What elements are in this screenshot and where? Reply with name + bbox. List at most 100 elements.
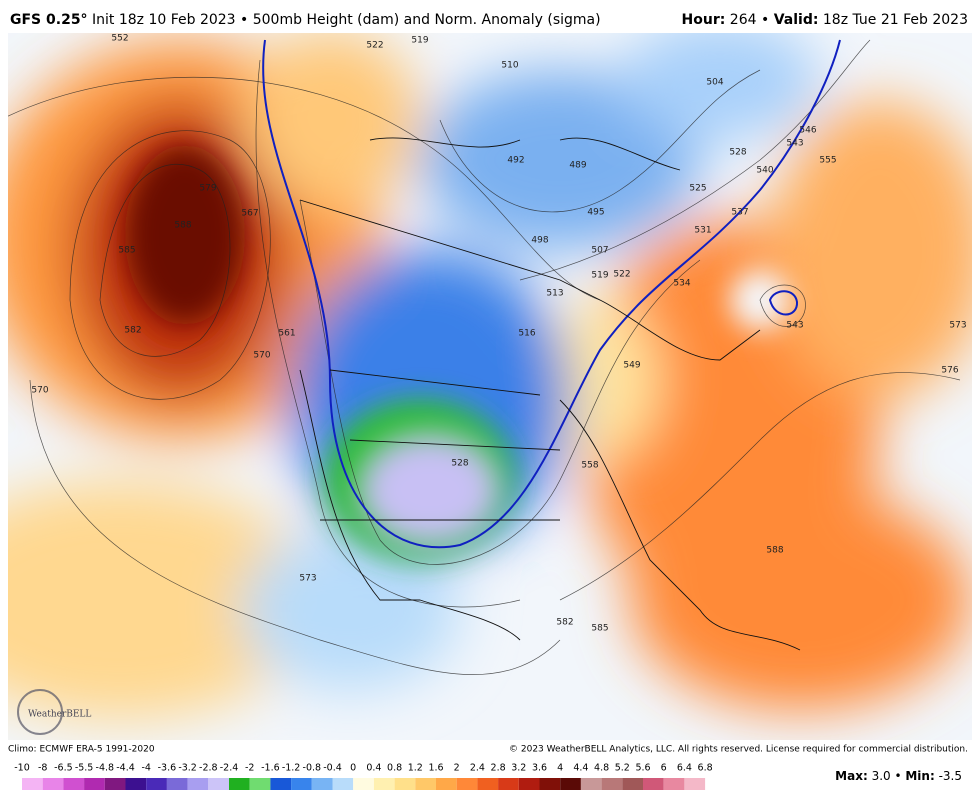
contour-label: 507 — [591, 246, 608, 256]
colorbar-label: 6 — [661, 763, 667, 774]
colorbar-segment — [125, 778, 147, 790]
map: 552 519 522 510 504 579 588 567 585 582 570 561 492 4… — [8, 33, 972, 740]
colorbar-label: -2.8 — [199, 763, 218, 774]
colorbar-label: 2.8 — [491, 763, 506, 774]
contour-label: 543 — [786, 321, 803, 331]
contour-label: 582 — [556, 618, 573, 628]
contour-label: 528 — [451, 459, 468, 469]
contour-label: 552 — [111, 34, 128, 44]
text-segment: GFS 0.25° — [10, 12, 88, 28]
logo: WeatherBELL — [17, 689, 91, 735]
contour-label: 519 — [411, 36, 428, 46]
text-segment: 3.0 • — [868, 769, 906, 783]
colorbar-segment — [560, 778, 581, 790]
contour-label: 561 — [278, 329, 295, 339]
colorbar-label: 6.4 — [677, 763, 692, 774]
contour-label: 510 — [501, 61, 518, 71]
colorbar-label: 3.6 — [532, 763, 547, 774]
contour-label: 498 — [531, 236, 548, 246]
climo-note: Climo: ECMWF ERA-5 1991-2020 — [8, 745, 155, 755]
text-segment: 18z Tue 21 Feb 2023 — [818, 12, 968, 28]
colorbar-label: 6.8 — [698, 763, 713, 774]
contour-label: 537 — [731, 208, 748, 218]
contour-label: 522 — [366, 41, 383, 51]
colorbar-segment — [436, 778, 457, 790]
contour-label: 567 — [241, 209, 258, 219]
header-left: GFS 0.25° Init 18z 10 Feb 2023 • 500mb H… — [10, 12, 601, 28]
contour-label: 504 — [706, 78, 723, 88]
contour-label: 516 — [518, 329, 535, 339]
colorbar-segment — [63, 778, 85, 790]
contour-label: 570 — [253, 351, 270, 361]
colorbar-label: 4 — [557, 763, 563, 774]
colorbar-segment — [22, 778, 43, 790]
colorbar-label: 3.2 — [511, 763, 526, 774]
colorbar-segment — [684, 778, 706, 790]
colorbar-segment — [208, 778, 229, 790]
colorbar-label: -1.6 — [261, 763, 280, 774]
text-segment: Valid: — [774, 12, 819, 28]
colorbar-segment — [394, 778, 416, 790]
colorbar-segment — [270, 778, 292, 790]
colorbar-label: 1.6 — [428, 763, 443, 774]
text-segment: 264 • — [725, 12, 773, 28]
colorbar-segment — [84, 778, 105, 790]
logo-text: WeatherBELL — [28, 710, 91, 720]
colorbar-label: 5.6 — [635, 763, 650, 774]
colorbar-segment — [622, 778, 643, 790]
colorbar-label: -5.5 — [75, 763, 94, 774]
colorbar-label: -3.6 — [158, 763, 177, 774]
colorbar-label: -4.4 — [116, 763, 135, 774]
colorbar-label: -0.4 — [323, 763, 342, 774]
text-segment: Max: — [835, 769, 868, 783]
colorbar: -10 -8 -6.5 -5.5 -4.8 -4.4 -4 -3.6 -3.2 -2.8 -2.4-… — [14, 763, 713, 790]
colorbar-segment — [249, 778, 271, 790]
contour-label: 513 — [546, 289, 563, 299]
colorbar-segment — [580, 778, 602, 790]
colorbar-label: -10 — [14, 763, 30, 774]
colorbar-segment — [229, 778, 250, 790]
colorbar-segment — [663, 778, 685, 790]
colorbar-segment — [187, 778, 209, 790]
contour-label: 525 — [689, 184, 706, 194]
colorbar-label: -4.8 — [96, 763, 115, 774]
contour-labels: 552 519 522 510 504 579 588 567 585 582 570 561 492 4… — [31, 34, 966, 634]
colorbar-segment — [166, 778, 188, 790]
contour-label: 579 — [199, 184, 216, 194]
colorbar-label: -4 — [141, 763, 150, 774]
colorbar-segment — [311, 778, 333, 790]
contour-label: 573 — [949, 321, 966, 331]
text-segment: Hour: — [682, 12, 726, 28]
colorbar-segment — [498, 778, 519, 790]
contour-label: 555 — [819, 156, 836, 166]
contour-label: 588 — [174, 221, 191, 231]
header-right: Hour: 264 • Valid: 18z Tue 21 Feb 2023 — [682, 12, 968, 28]
contour-label: 531 — [694, 226, 711, 236]
colorbar-label: 2 — [454, 763, 460, 774]
header: GFS 0.25° Init 18z 10 Feb 2023 • 500mb H… — [10, 12, 968, 28]
colorbar-label: -2.4 — [220, 763, 239, 774]
colorbar-label: -2 — [245, 763, 254, 774]
colorbar-label: 0.4 — [366, 763, 381, 774]
colorbar-label: 4.8 — [594, 763, 609, 774]
colorbar-label: 5.2 — [615, 763, 630, 774]
contour-label: 588 — [766, 546, 783, 556]
max-min: Max: 3.0 • Min: -3.5 — [835, 769, 962, 783]
colorbar-segment — [415, 778, 436, 790]
colorbar-label: 0 — [350, 763, 356, 774]
contour-label: 582 — [124, 326, 141, 336]
contour-label: 585 — [118, 246, 135, 256]
colorbar-label: -6.5 — [54, 763, 73, 774]
contour-label: 573 — [299, 574, 316, 584]
colorbar-segment — [332, 778, 354, 790]
colorbar-segment — [104, 778, 126, 790]
colorbar-label: -1.2 — [282, 763, 301, 774]
colorbar-label: 4.4 — [573, 763, 588, 774]
text-segment: -3.5 — [935, 769, 962, 783]
contour-label: 549 — [623, 361, 640, 371]
colorbar-label: 0.8 — [387, 763, 402, 774]
contour-label: 540 — [756, 166, 773, 176]
colorbar-segment — [477, 778, 499, 790]
contour-label: 585 — [591, 624, 608, 634]
